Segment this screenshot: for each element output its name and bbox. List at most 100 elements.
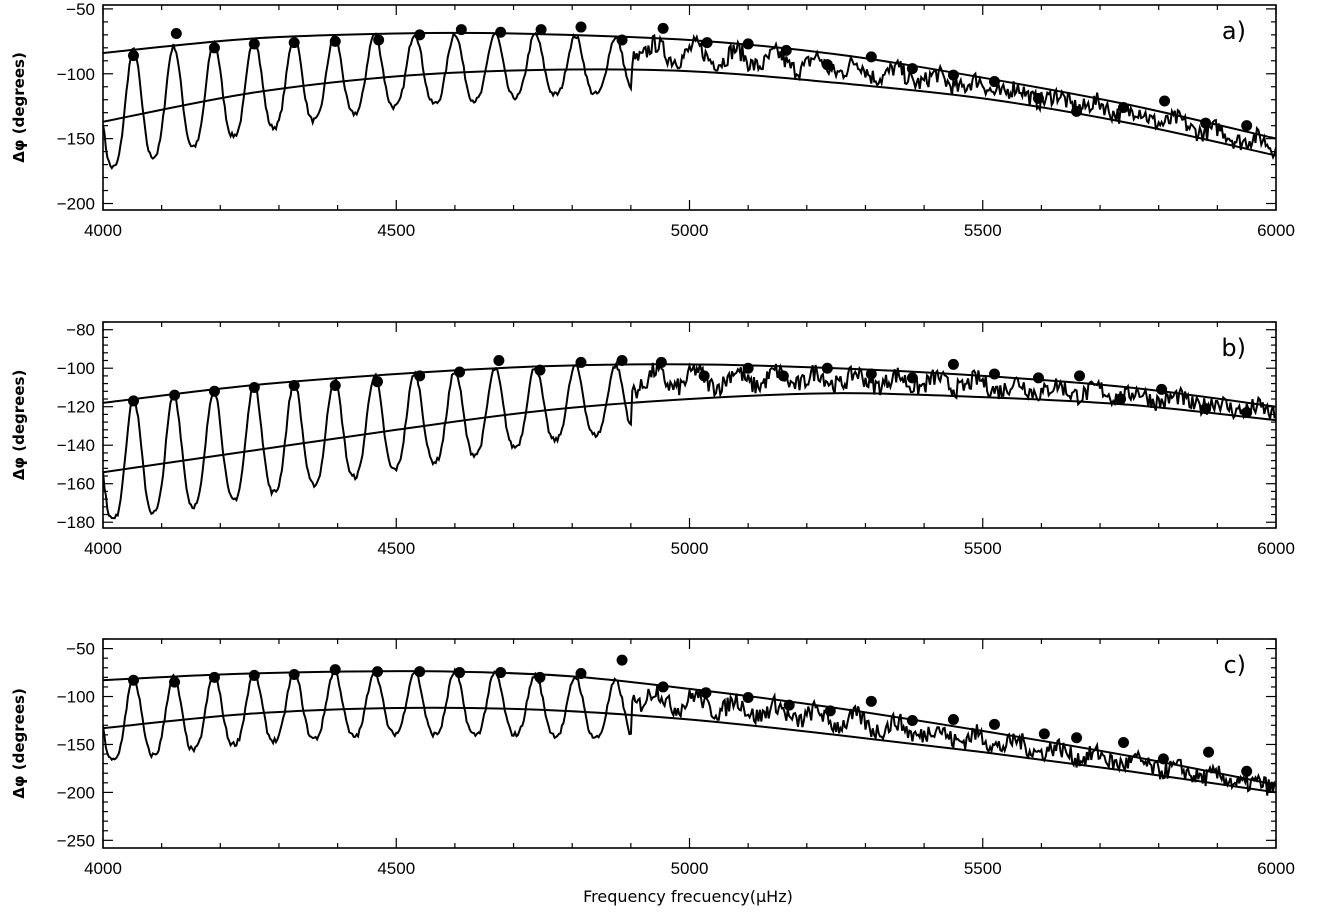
y-tick-label: −100 (57, 359, 95, 378)
mode-peak-point (1203, 746, 1215, 758)
mode-peak-point (1032, 92, 1044, 104)
mode-peak-point (906, 372, 918, 384)
mode-peak-point (947, 358, 959, 370)
mode-peak-point (208, 42, 220, 54)
mode-peak-point (1156, 383, 1168, 395)
mode-peak-point (575, 356, 587, 368)
mode-peak-point (288, 380, 300, 392)
x-tick-label: 5500 (964, 539, 1002, 558)
x-tick-label: 4000 (84, 221, 122, 240)
y-tick-label: −100 (57, 688, 95, 707)
mode-peak-point (742, 362, 754, 374)
mode-peak-point (906, 63, 918, 75)
mode-peak-point (127, 50, 139, 62)
x-axis-title: Frequency frecuency(μHz) (583, 887, 793, 906)
mode-peak-point (1118, 737, 1130, 749)
mode-peak-point (1200, 403, 1212, 415)
mode-peak-point (454, 667, 466, 679)
mode-peak-point (248, 38, 260, 50)
mode-peak-point (698, 370, 710, 382)
mode-peak-point (414, 370, 426, 382)
mode-peak-point (616, 355, 628, 367)
mode-peak-point (1032, 372, 1044, 384)
mode-peak-point (329, 664, 341, 676)
x-tick-label: 5000 (671, 221, 709, 240)
mode-peak-point (1115, 393, 1127, 405)
mode-peak-point (288, 668, 300, 680)
x-tick-label: 4500 (377, 221, 415, 240)
x-tick-label: 6000 (1257, 859, 1295, 878)
mode-peak-point (1074, 370, 1086, 382)
panel-label: c) (1223, 651, 1246, 679)
x-tick-label: 5000 (671, 859, 709, 878)
mode-peak-point (575, 668, 587, 680)
mode-peak-point (616, 34, 628, 46)
mode-peak-point (777, 370, 789, 382)
mode-peak-point (947, 714, 959, 726)
panel-label: a) (1222, 17, 1246, 45)
mode-peak-point (371, 376, 383, 388)
mode-peak-point (414, 29, 426, 41)
mode-peak-point (1038, 728, 1050, 740)
panel-c: 4000 4500 5000 5500 6000 −250 −200 −150 −100 −50 Δ… (10, 638, 1295, 878)
mode-peak-point (414, 666, 426, 678)
mode-peak-point (373, 34, 385, 46)
mode-peak-point (865, 695, 877, 707)
mode-peak-point (780, 44, 792, 56)
mode-peak-point (657, 681, 669, 693)
y-axis-title: Δφ (degrees) (10, 688, 28, 799)
mode-peak-point (742, 691, 754, 703)
y-tick-label: −180 (57, 513, 95, 532)
mode-peak-point (616, 654, 628, 666)
y-tick-label: −80 (66, 321, 95, 340)
mode-peak-point (169, 389, 181, 401)
mode-peak-point (1200, 117, 1212, 129)
y-axis-title: Δφ (degrees) (10, 370, 28, 481)
mode-peak-point (535, 24, 547, 36)
mode-peak-point (906, 714, 918, 726)
mode-peak-point (534, 364, 546, 376)
panel-b: 4000 4500 5000 5500 6000 −180 −160 −140 −120 −100… (10, 321, 1295, 558)
x-tick-label: 6000 (1257, 539, 1295, 558)
mode-peak-point (495, 26, 507, 38)
mode-peak-point (248, 381, 260, 393)
mode-peak-point (821, 362, 833, 374)
upper-envelope-curve (103, 31, 1276, 140)
mode-peak-point (1071, 105, 1083, 117)
panel-label: b) (1221, 334, 1246, 362)
mode-peak-point (700, 687, 712, 699)
mode-peak-point (495, 667, 507, 679)
y-tick-label: −50 (66, 640, 95, 659)
x-tick-label: 4500 (377, 539, 415, 558)
mode-peak-point (248, 669, 260, 681)
x-tick-label: 4000 (84, 539, 122, 558)
y-tick-label: −50 (66, 0, 95, 19)
mode-peak-point (170, 28, 182, 40)
mode-peak-point (1241, 406, 1253, 418)
mode-peak-point (454, 366, 466, 378)
panel-a: 4000 4500 5000 5500 6000 −200 −150 −100 −50 Δφ (d… (10, 0, 1295, 240)
mode-peak-point (783, 699, 795, 711)
y-tick-label: −120 (57, 398, 95, 417)
mode-peak-point (127, 674, 139, 686)
phase-difference-trace (103, 31, 1276, 170)
mode-peak-point (1241, 120, 1253, 132)
mode-peak-point (329, 35, 341, 47)
mode-peak-point (1157, 753, 1169, 765)
lower-envelope-curve (103, 392, 1276, 474)
x-tick-label: 4500 (377, 859, 415, 878)
x-tick-label: 5500 (964, 221, 1002, 240)
mode-peak-point (865, 368, 877, 380)
mode-peak-point (455, 24, 467, 36)
mode-peak-point (947, 69, 959, 81)
mode-peak-point (493, 355, 505, 367)
phase-difference-trace (103, 360, 1276, 520)
lower-envelope-curve (103, 68, 1276, 157)
mode-peak-point (575, 21, 587, 33)
mode-peak-point (655, 356, 667, 368)
mode-peak-point (371, 666, 383, 678)
y-tick-label: −200 (57, 195, 95, 214)
y-axis-title: Δφ (degrees) (10, 52, 28, 163)
mode-peak-point (1071, 732, 1083, 744)
